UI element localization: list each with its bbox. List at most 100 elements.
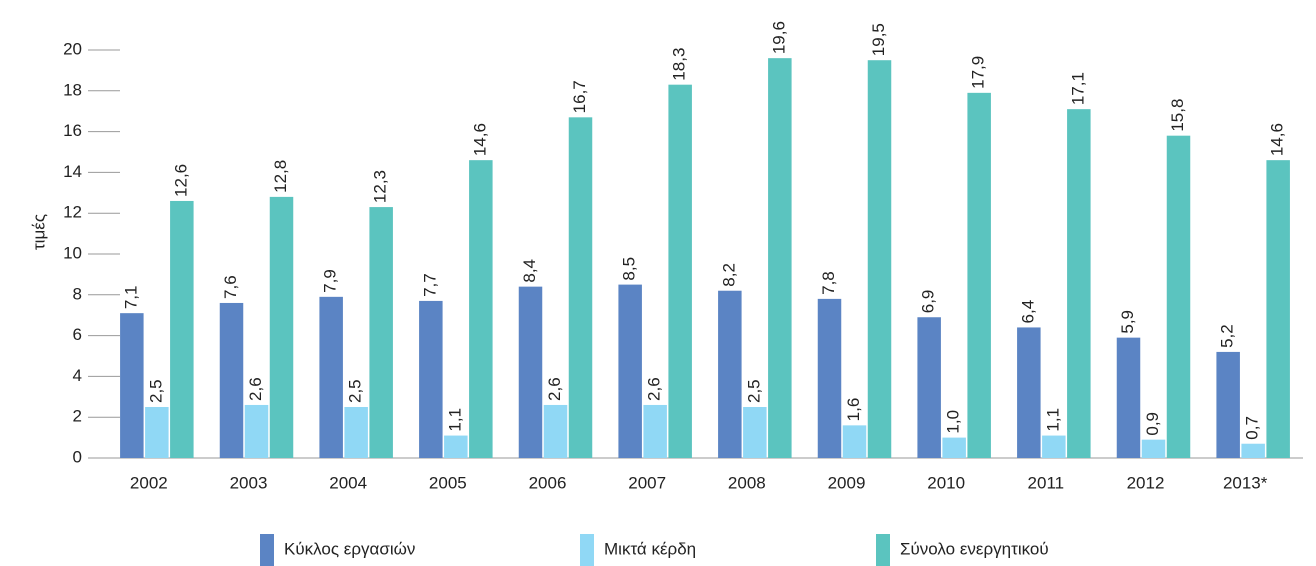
data-label: 6,9 (919, 290, 938, 314)
legend-swatch (580, 534, 594, 566)
y-tick-label: 4 (73, 366, 82, 385)
data-label: 1,1 (1043, 408, 1062, 432)
legend-swatch (260, 534, 274, 566)
y-tick-label: 20 (63, 39, 82, 58)
data-label: 19,6 (769, 21, 788, 54)
x-tick-label: 2005 (429, 473, 467, 492)
data-label: 1,6 (844, 398, 863, 422)
bar (319, 296, 343, 458)
x-tick-label: 2007 (628, 473, 666, 492)
bar (942, 437, 966, 458)
data-label: 1,0 (944, 410, 963, 434)
bar (170, 200, 194, 458)
bar (1166, 135, 1191, 458)
y-tick-label: 16 (63, 121, 82, 140)
data-label: 18,3 (670, 48, 689, 81)
x-tick-label: 2002 (130, 473, 168, 492)
bar (369, 207, 393, 458)
data-label: 0,7 (1243, 416, 1262, 440)
bar (618, 284, 642, 458)
bar (1141, 439, 1166, 458)
bar (1042, 435, 1066, 458)
bar (219, 302, 244, 458)
bar (518, 286, 543, 458)
data-label: 7,7 (420, 273, 439, 297)
bar (1017, 327, 1041, 458)
legend-label: Κύκλος εργασιών (284, 539, 415, 558)
x-tick-label: 2011 (1028, 473, 1065, 492)
data-label: 7,1 (121, 286, 140, 310)
bar (120, 313, 144, 458)
data-label: 1,1 (445, 408, 464, 432)
bar (244, 404, 269, 458)
x-tick-label: 2013* (1223, 473, 1268, 492)
bar (1116, 337, 1141, 458)
x-tick-label: 2010 (927, 473, 965, 492)
y-tick-label: 0 (73, 447, 82, 466)
legend-label: Σύνολο ενεργητικού (900, 539, 1049, 558)
data-label: 17,1 (1068, 72, 1087, 105)
data-label: 5,9 (1118, 310, 1137, 334)
bar (867, 60, 892, 458)
bar (917, 317, 941, 458)
bar (145, 407, 169, 458)
data-label: 7,6 (221, 275, 240, 299)
y-tick-label: 6 (73, 325, 82, 344)
bar (269, 196, 294, 458)
data-label: 2,5 (346, 379, 365, 403)
data-label: 14,6 (1268, 123, 1287, 156)
data-label: 2,6 (246, 377, 265, 401)
bar (743, 407, 767, 458)
data-label: 8,2 (719, 263, 738, 287)
data-label: 16,7 (570, 80, 589, 113)
y-tick-label: 2 (73, 407, 82, 426)
bar (768, 58, 792, 458)
x-tick-label: 2012 (1127, 473, 1165, 492)
data-label: 7,8 (819, 271, 838, 295)
y-tick-label: 8 (73, 284, 82, 303)
data-label: 19,5 (869, 23, 888, 56)
bar (1266, 160, 1290, 458)
y-tick-label: 18 (63, 80, 82, 99)
bar (469, 160, 493, 458)
bar (568, 117, 593, 458)
data-label: 2,5 (146, 379, 165, 403)
data-label: 12,6 (171, 164, 190, 197)
data-label: 2,5 (744, 379, 763, 403)
data-label: 2,6 (545, 377, 564, 401)
data-label: 14,6 (470, 123, 489, 156)
data-label: 12,8 (271, 160, 290, 193)
data-label: 2,6 (645, 377, 664, 401)
bar (1067, 109, 1091, 458)
bar (419, 300, 443, 458)
bar (842, 425, 867, 458)
x-tick-label: 2009 (828, 473, 866, 492)
bar (543, 404, 568, 458)
data-label: 6,4 (1018, 300, 1037, 324)
data-label: 12,3 (371, 170, 390, 203)
bar (344, 407, 368, 458)
y-axis-label: τιμές (29, 214, 48, 250)
data-label: 0,9 (1143, 412, 1162, 436)
y-tick-label: 14 (63, 162, 82, 181)
y-tick-label: 10 (63, 243, 82, 262)
legend-label: Μικτά κέρδη (604, 539, 696, 558)
bar (1241, 443, 1265, 458)
legend-swatch (876, 534, 890, 566)
bar (1216, 351, 1240, 458)
data-label: 8,5 (620, 257, 639, 281)
bar (444, 435, 468, 458)
x-tick-label: 2008 (728, 473, 766, 492)
bar (668, 84, 692, 459)
x-tick-label: 2006 (529, 473, 567, 492)
bar (817, 298, 842, 458)
x-tick-label: 2003 (230, 473, 268, 492)
data-label: 5,2 (1218, 324, 1237, 348)
data-label: 15,8 (1168, 99, 1187, 132)
bar (643, 404, 667, 458)
bar (718, 290, 742, 458)
data-label: 17,9 (969, 56, 988, 89)
x-tick-label: 2004 (329, 473, 367, 492)
y-tick-label: 12 (63, 203, 82, 222)
